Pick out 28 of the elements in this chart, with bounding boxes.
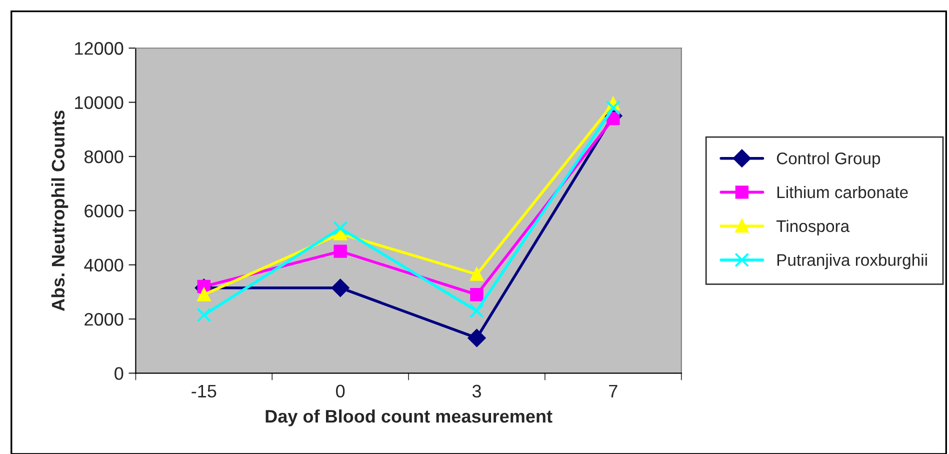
y-tick-label: 4000 [84, 258, 124, 272]
point [334, 227, 347, 240]
legend-label: Lithium carbonate [777, 186, 908, 198]
x-tick-label: 0 [336, 384, 345, 398]
y-tick-label: 10000 [75, 96, 124, 110]
point [196, 308, 212, 322]
y-tick-label: 12000 [75, 42, 124, 55]
legend-label: Tinospora [776, 220, 850, 236]
legend-label: Control Group [776, 152, 880, 168]
point [197, 288, 211, 302]
y-axis-title: Abs. Neutrophil Counts [51, 110, 68, 312]
point [331, 278, 350, 297]
point [334, 244, 347, 258]
y-tick-label: 2000 [84, 312, 124, 326]
point [469, 304, 484, 318]
y-tick-label: 0 [114, 367, 124, 380]
x-tick-label: -15 [192, 384, 216, 398]
point [468, 329, 486, 347]
point [470, 288, 484, 302]
x-axis-title: Day of Blood count measurement [266, 409, 552, 426]
x-tick-label: 7 [609, 384, 618, 398]
point [333, 220, 348, 236]
x-tick-label: 3 [472, 384, 481, 398]
y-tick-label: 8000 [84, 150, 124, 164]
point [470, 268, 484, 281]
y-tick-label: 6000 [84, 204, 124, 218]
legend-label: Putranjiva roxburghii [777, 254, 927, 270]
point [606, 100, 620, 116]
